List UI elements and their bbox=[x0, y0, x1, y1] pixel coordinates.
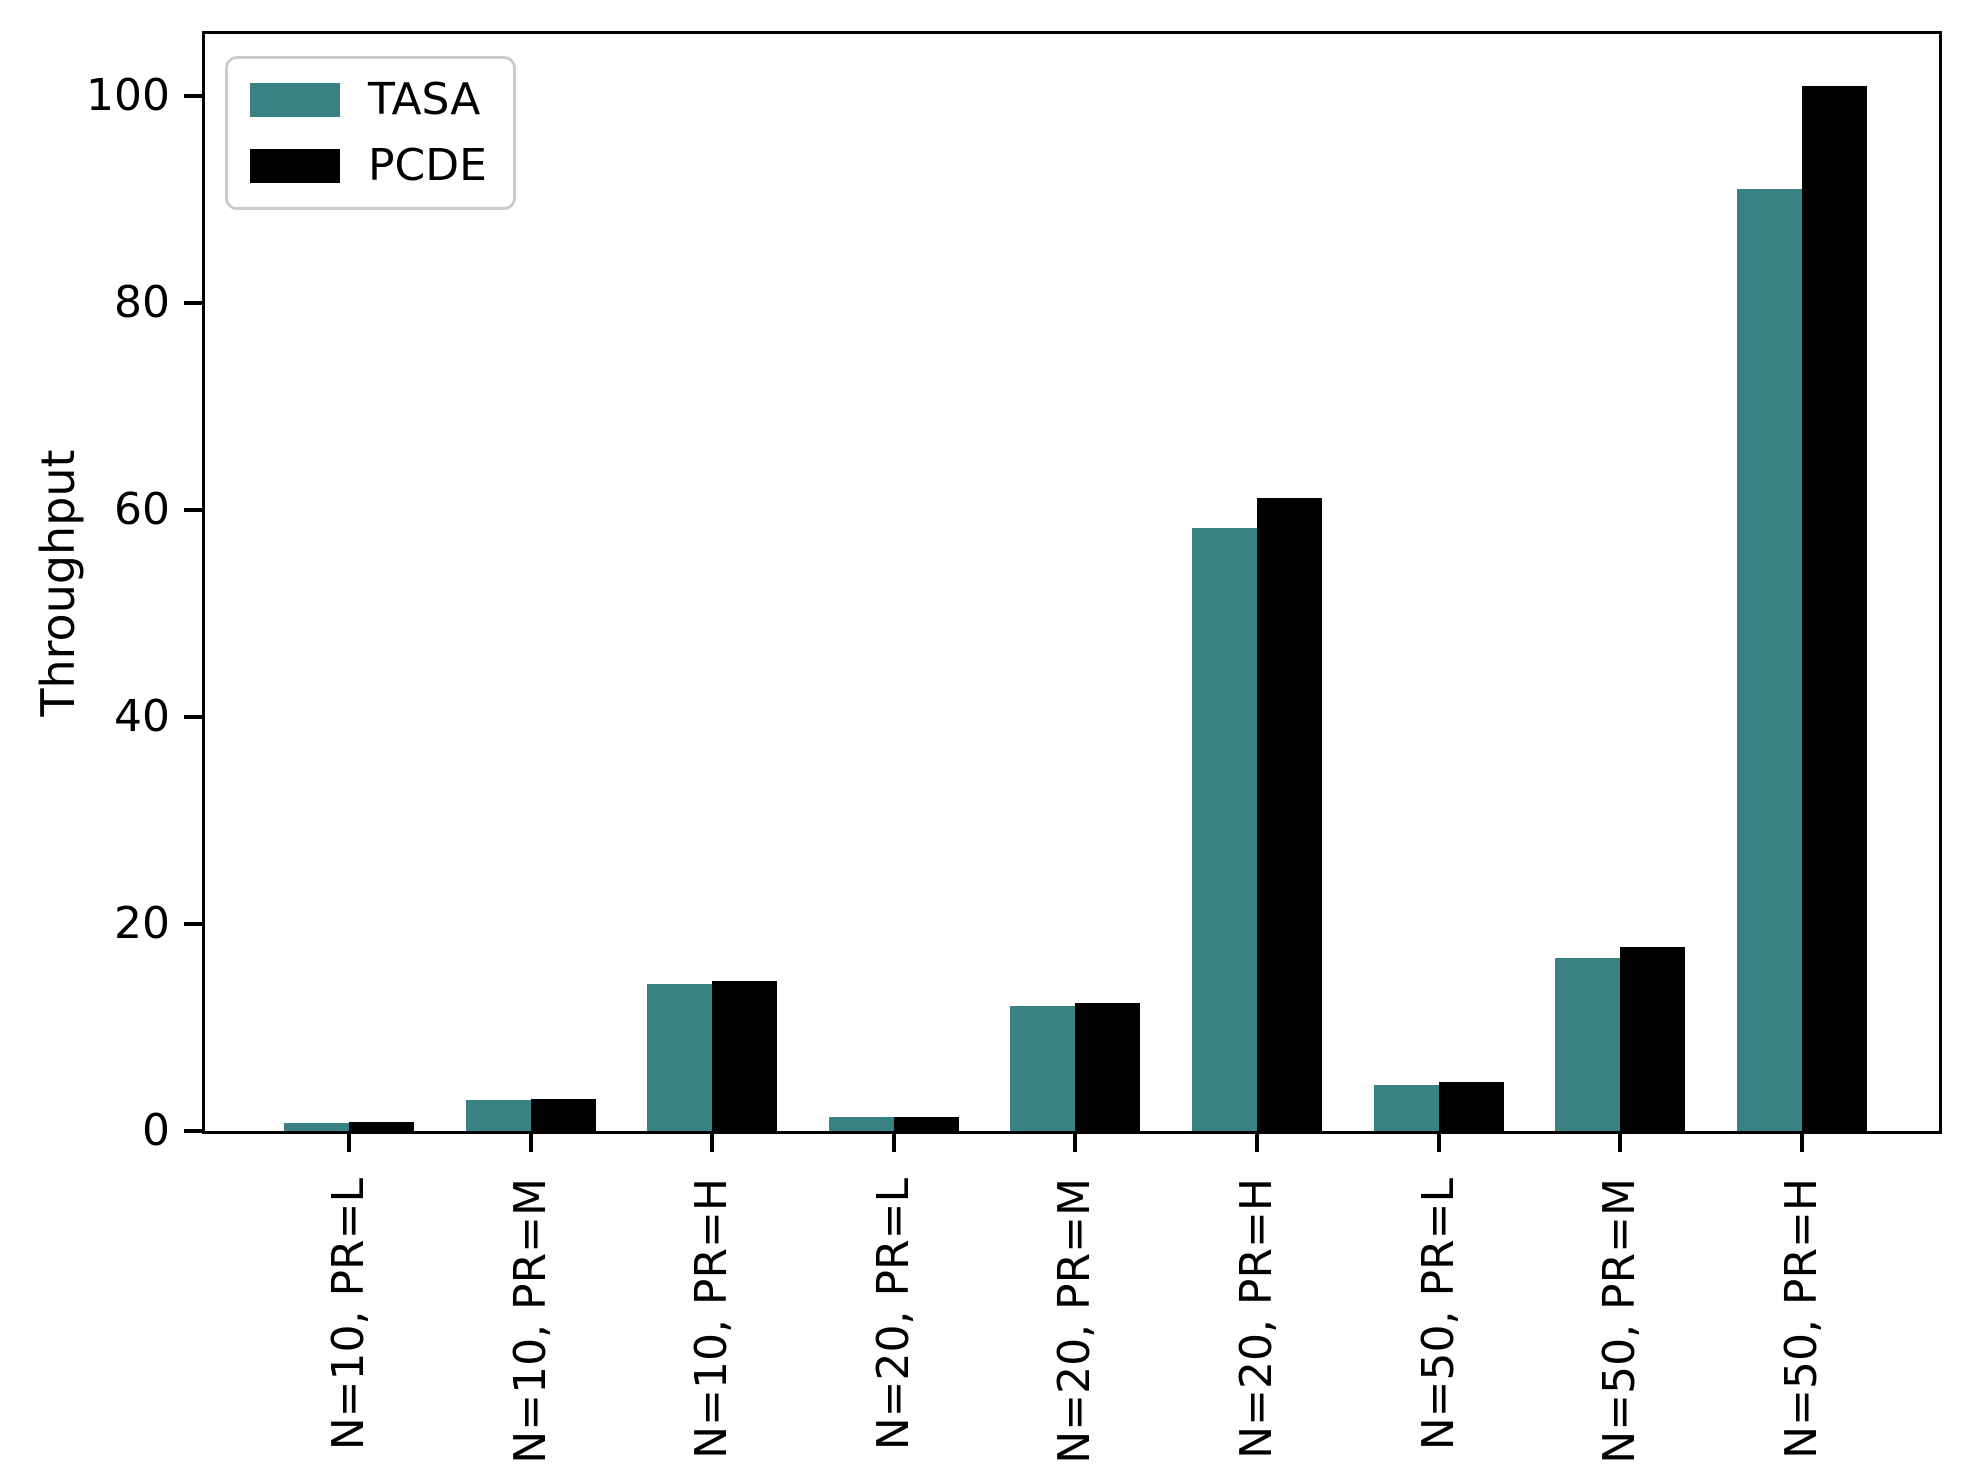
x-tick-mark-3 bbox=[892, 1134, 896, 1152]
bar-pcde-4 bbox=[1075, 1003, 1140, 1131]
legend-item-tasa: TASA bbox=[250, 75, 487, 125]
y-tick-label-100: 100 bbox=[86, 70, 170, 121]
bar-pcde-1 bbox=[531, 1099, 596, 1131]
plot-inner bbox=[205, 34, 1939, 1131]
x-tick-mark-6 bbox=[1437, 1134, 1441, 1152]
y-axis-label: Throughput bbox=[30, 449, 297, 716]
bar-pcde-3 bbox=[894, 1117, 959, 1131]
y-tick-mark-80 bbox=[184, 301, 202, 305]
y-tick-mark-100 bbox=[184, 94, 202, 98]
y-tick-mark-60 bbox=[184, 508, 202, 512]
x-tick-mark-5 bbox=[1255, 1134, 1259, 1152]
x-tick-mark-8 bbox=[1800, 1134, 1804, 1152]
y-tick-label-80: 80 bbox=[114, 277, 170, 328]
bar-tasa-4 bbox=[1010, 1006, 1075, 1131]
y-tick-label-60: 60 bbox=[114, 484, 170, 535]
bar-pcde-2 bbox=[712, 981, 777, 1131]
x-tick-mark-2 bbox=[710, 1134, 714, 1152]
x-tick-mark-7 bbox=[1618, 1134, 1622, 1152]
x-tick-mark-4 bbox=[1073, 1134, 1077, 1152]
y-tick-label-40: 40 bbox=[114, 691, 170, 742]
legend: TASA PCDE bbox=[225, 56, 516, 210]
x-tick-label-text: N=20, PR=L bbox=[868, 1178, 919, 1451]
bar-pcde-8 bbox=[1802, 86, 1867, 1131]
x-tick-label-text: N=10, PR=M bbox=[505, 1178, 556, 1464]
x-tick-mark-0 bbox=[347, 1134, 351, 1152]
plot-area: TASA PCDE bbox=[202, 31, 1942, 1134]
bar-tasa-7 bbox=[1555, 958, 1620, 1131]
legend-swatch-tasa bbox=[250, 83, 340, 117]
x-tick-label-text: N=20, PR=M bbox=[1049, 1178, 1100, 1464]
bar-tasa-1 bbox=[466, 1100, 531, 1131]
bar-tasa-3 bbox=[829, 1117, 894, 1131]
x-tick-label-8: N=50, PR=H bbox=[1775, 1178, 1970, 1459]
legend-label-tasa: TASA bbox=[368, 74, 481, 125]
x-tick-label-text: N=10, PR=L bbox=[323, 1178, 374, 1451]
legend-label-pcde: PCDE bbox=[368, 140, 487, 191]
x-tick-mark-1 bbox=[529, 1134, 533, 1152]
x-tick-label-text: N=10, PR=H bbox=[686, 1178, 737, 1459]
x-tick-label-text: N=20, PR=H bbox=[1231, 1178, 1282, 1459]
bar-tasa-2 bbox=[647, 984, 712, 1131]
bar-pcde-7 bbox=[1620, 947, 1685, 1131]
bar-pcde-6 bbox=[1439, 1082, 1504, 1131]
legend-item-pcde: PCDE bbox=[250, 141, 487, 191]
bar-tasa-8 bbox=[1737, 189, 1802, 1131]
bar-pcde-5 bbox=[1257, 498, 1322, 1131]
x-tick-label-text: N=50, PR=L bbox=[1413, 1178, 1464, 1451]
bar-tasa-6 bbox=[1374, 1085, 1439, 1131]
x-tick-label-text: N=50, PR=H bbox=[1776, 1178, 1827, 1459]
y-tick-mark-0 bbox=[184, 1129, 202, 1133]
bar-pcde-0 bbox=[349, 1122, 414, 1131]
x-tick-label-text: N=50, PR=M bbox=[1594, 1178, 1645, 1464]
y-tick-label-20: 20 bbox=[114, 898, 170, 949]
bar-tasa-5 bbox=[1192, 528, 1257, 1131]
y-tick-mark-40 bbox=[184, 715, 202, 719]
y-tick-label-0: 0 bbox=[142, 1105, 170, 1156]
legend-swatch-pcde bbox=[250, 149, 340, 183]
y-tick-mark-20 bbox=[184, 922, 202, 926]
bar-tasa-0 bbox=[284, 1123, 349, 1131]
